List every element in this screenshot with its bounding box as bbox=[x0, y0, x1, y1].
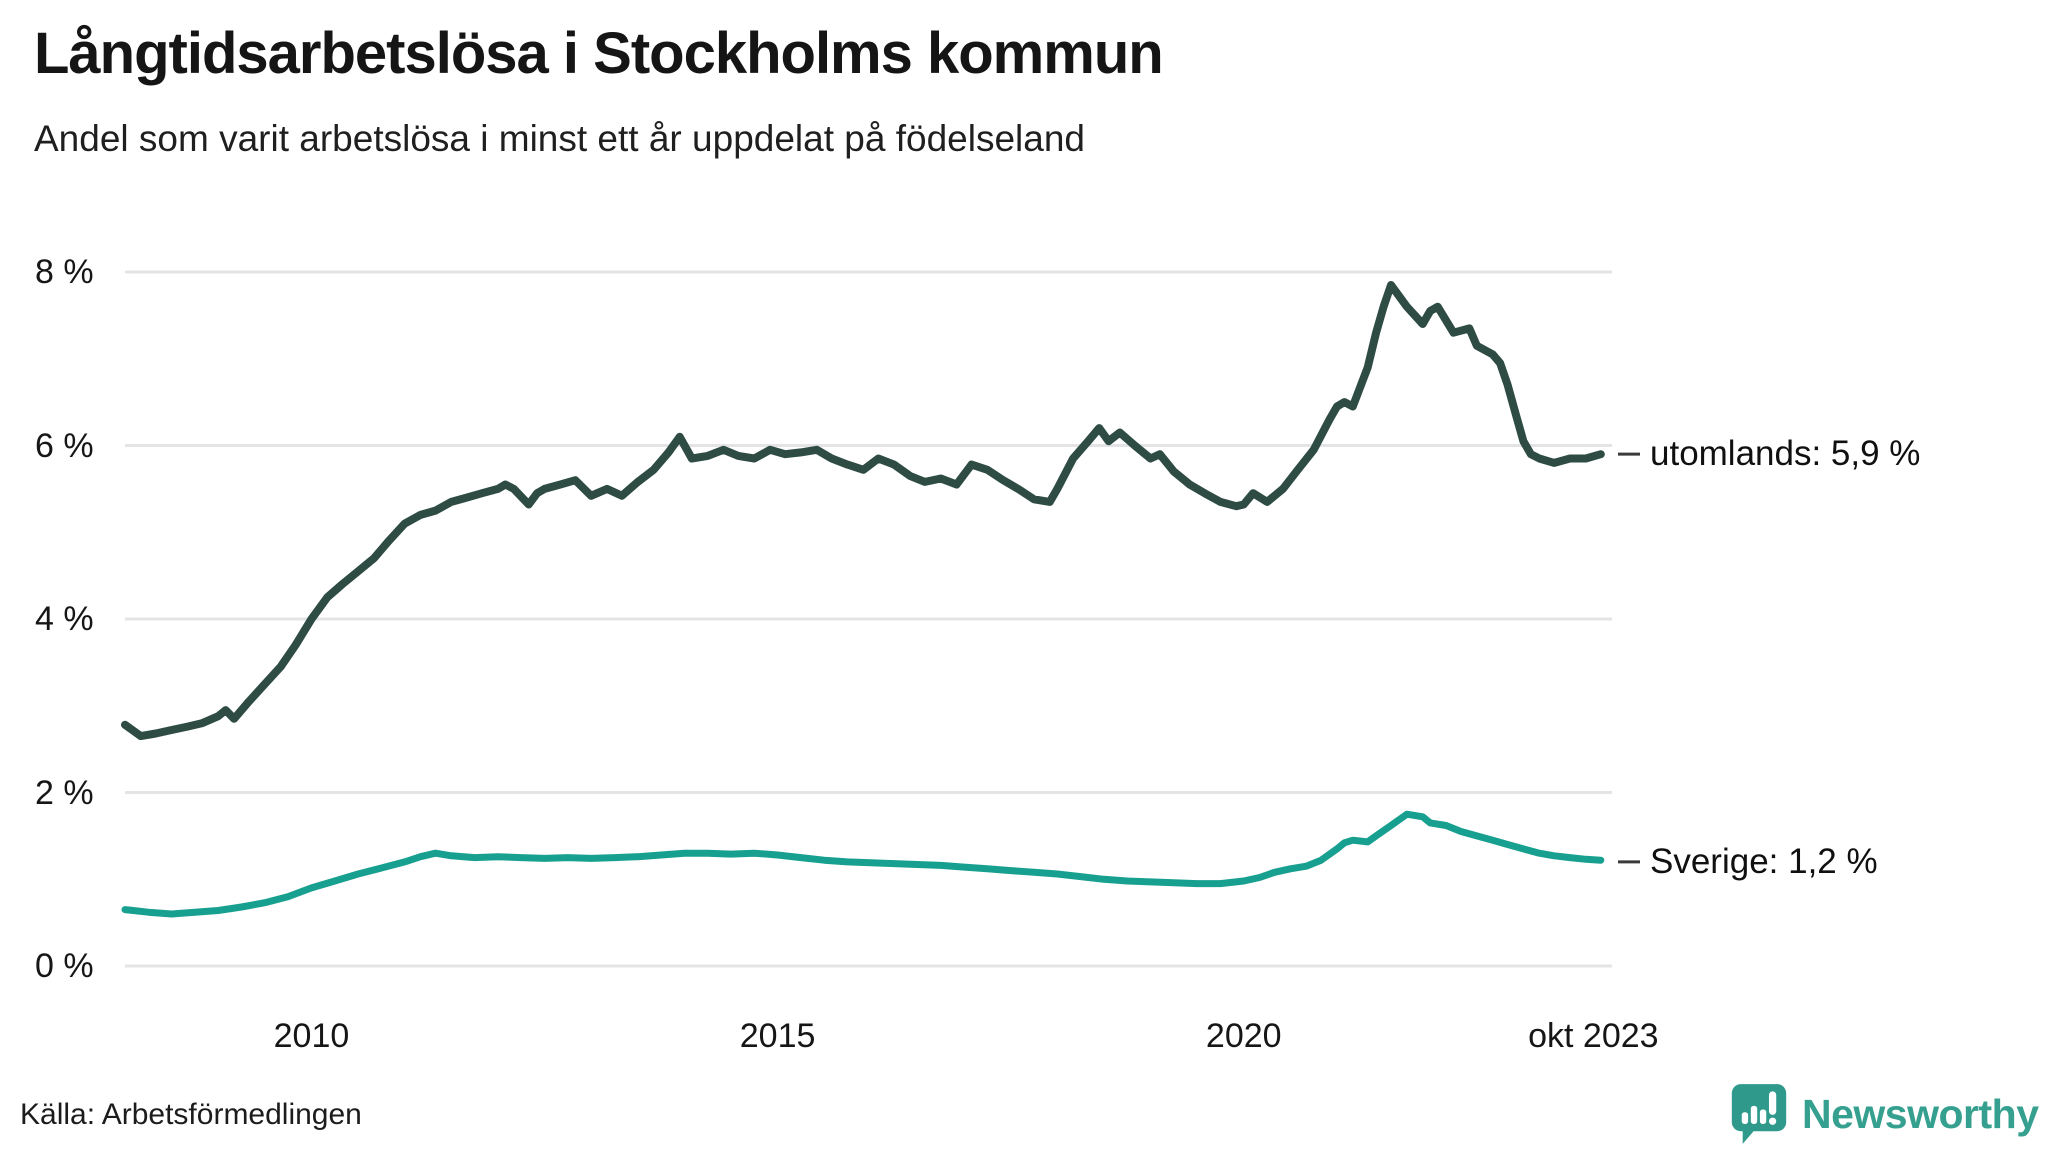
newsworthy-icon bbox=[1731, 1084, 1787, 1144]
y-tick-label: 2 % bbox=[35, 773, 94, 812]
gridlines bbox=[125, 270, 1612, 968]
x-tick-label: okt 2023 bbox=[1528, 1017, 1659, 1055]
end-label-utomlands: utomlands: 5,9 % bbox=[1650, 434, 1921, 474]
brand-logo: Newsworthy bbox=[1730, 1082, 2039, 1146]
y-tick-label: 4 % bbox=[35, 600, 94, 638]
x-tick-label: 2015 bbox=[739, 1017, 816, 1055]
x-tick-label: 2010 bbox=[273, 1017, 350, 1055]
y-tick-label: 0 % bbox=[35, 947, 94, 985]
series-line-utomlands bbox=[121, 281, 1605, 741]
series-line-Sverige bbox=[121, 810, 1605, 918]
y-tick-label: 6 % bbox=[35, 426, 94, 465]
brand-name: Newsworthy bbox=[1802, 1090, 2039, 1137]
y-tick-label: 8 % bbox=[35, 253, 94, 291]
x-tick-label: 2020 bbox=[1205, 1017, 1282, 1055]
chart-title: Långtidsarbetslösa i Stockholms kommun bbox=[34, 21, 1164, 86]
series-lines bbox=[121, 281, 1605, 918]
end-label-dashes bbox=[1618, 452, 1640, 864]
end-label-Sverige: Sverige: 1,2 % bbox=[1650, 841, 1878, 881]
source-note: Källa: Arbetsförmedlingen bbox=[20, 1098, 362, 1131]
chart-subtitle: Andel som varit arbetslösa i minst ett å… bbox=[34, 118, 1085, 159]
